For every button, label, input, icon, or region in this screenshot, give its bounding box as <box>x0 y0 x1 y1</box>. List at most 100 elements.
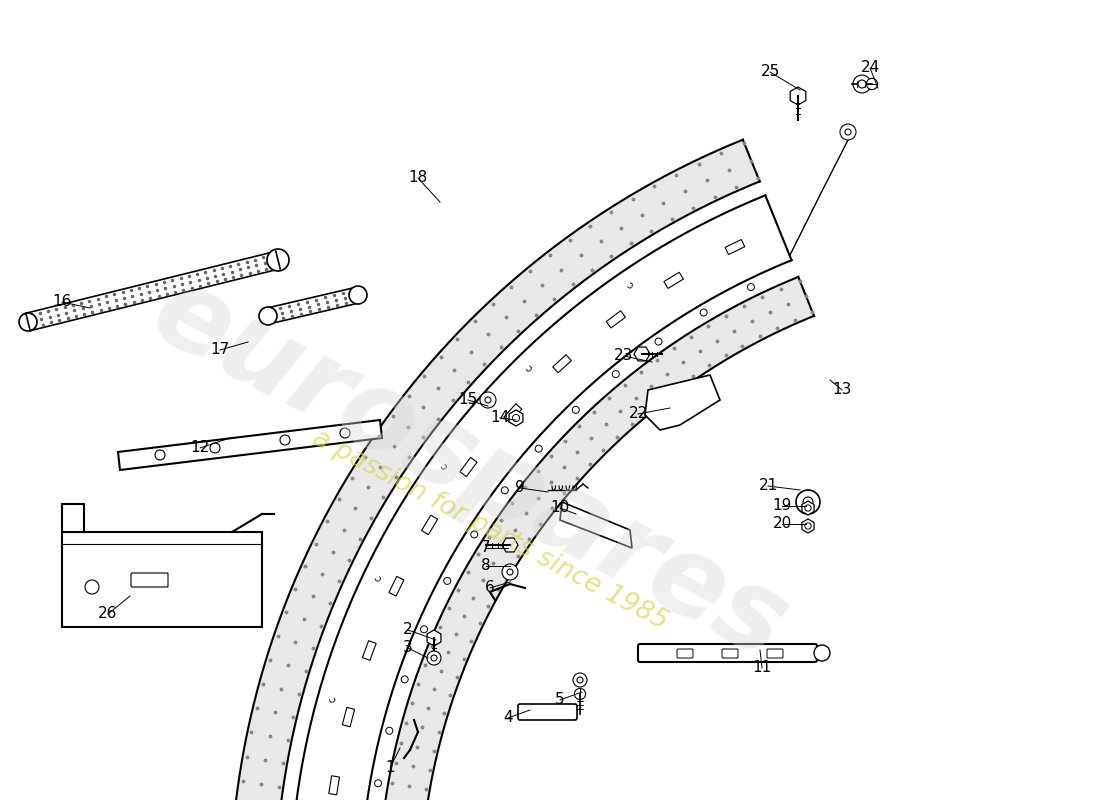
FancyBboxPatch shape <box>131 573 168 587</box>
Circle shape <box>513 414 519 422</box>
Text: 10: 10 <box>550 501 570 515</box>
FancyBboxPatch shape <box>722 649 738 658</box>
Circle shape <box>852 75 871 93</box>
FancyBboxPatch shape <box>518 704 578 720</box>
Circle shape <box>700 309 707 316</box>
Polygon shape <box>362 641 376 660</box>
Text: eurospares: eurospares <box>134 258 805 682</box>
Polygon shape <box>118 420 382 470</box>
Polygon shape <box>509 410 522 426</box>
Circle shape <box>613 370 619 378</box>
Text: 1: 1 <box>385 761 395 775</box>
Circle shape <box>572 406 580 414</box>
Polygon shape <box>725 239 745 254</box>
Polygon shape <box>504 404 521 422</box>
Circle shape <box>402 676 408 683</box>
Text: 6: 6 <box>485 581 495 595</box>
FancyBboxPatch shape <box>62 532 262 627</box>
Text: c: c <box>327 695 338 703</box>
Text: 22: 22 <box>628 406 648 422</box>
FancyBboxPatch shape <box>767 649 783 658</box>
Circle shape <box>427 651 441 665</box>
Circle shape <box>845 129 851 135</box>
Polygon shape <box>560 502 632 548</box>
Text: 7: 7 <box>481 541 491 555</box>
Circle shape <box>85 580 99 594</box>
Circle shape <box>375 780 382 786</box>
Text: 21: 21 <box>758 478 778 494</box>
Circle shape <box>386 727 393 734</box>
Text: 17: 17 <box>210 342 230 358</box>
Circle shape <box>507 569 513 575</box>
Text: 26: 26 <box>98 606 118 622</box>
Circle shape <box>867 78 878 90</box>
Text: c: c <box>625 278 636 290</box>
Polygon shape <box>802 501 814 515</box>
Circle shape <box>155 450 165 460</box>
Text: 3: 3 <box>403 641 412 655</box>
Circle shape <box>258 307 277 325</box>
Circle shape <box>805 505 811 511</box>
Text: c: c <box>525 362 535 372</box>
Circle shape <box>480 392 496 408</box>
Circle shape <box>536 445 542 452</box>
Text: c: c <box>439 461 450 470</box>
Polygon shape <box>427 630 441 646</box>
Circle shape <box>19 313 37 331</box>
Text: 24: 24 <box>860 61 880 75</box>
Polygon shape <box>634 347 650 361</box>
Polygon shape <box>230 140 760 800</box>
Circle shape <box>471 531 477 538</box>
Circle shape <box>485 397 491 403</box>
Circle shape <box>267 249 289 271</box>
Text: 9: 9 <box>515 481 525 495</box>
FancyBboxPatch shape <box>638 644 817 662</box>
Text: 5: 5 <box>556 693 564 707</box>
Text: 15: 15 <box>459 393 477 407</box>
FancyBboxPatch shape <box>676 649 693 658</box>
Polygon shape <box>460 458 477 477</box>
Text: 13: 13 <box>833 382 851 398</box>
Circle shape <box>420 626 428 633</box>
Polygon shape <box>552 354 571 373</box>
Text: 18: 18 <box>408 170 428 186</box>
Text: 8: 8 <box>481 558 491 574</box>
Text: 11: 11 <box>752 661 771 675</box>
Text: 14: 14 <box>491 410 509 426</box>
Text: 2: 2 <box>404 622 412 638</box>
Polygon shape <box>329 776 340 795</box>
Circle shape <box>349 286 367 304</box>
Circle shape <box>443 578 451 584</box>
Circle shape <box>654 338 662 345</box>
Circle shape <box>796 490 820 514</box>
Text: 12: 12 <box>190 441 210 455</box>
Polygon shape <box>790 87 806 105</box>
Circle shape <box>340 428 350 438</box>
Text: 4: 4 <box>503 710 513 726</box>
Polygon shape <box>645 375 720 430</box>
Circle shape <box>573 673 587 687</box>
Text: 25: 25 <box>760 65 780 79</box>
Polygon shape <box>664 272 683 289</box>
Polygon shape <box>606 310 626 328</box>
Circle shape <box>578 677 583 683</box>
Polygon shape <box>389 576 404 596</box>
Polygon shape <box>421 515 438 534</box>
Polygon shape <box>378 277 814 800</box>
FancyBboxPatch shape <box>62 504 84 532</box>
Circle shape <box>747 283 755 290</box>
Polygon shape <box>342 707 354 726</box>
Circle shape <box>502 487 508 494</box>
Text: a passion for parts since 1985: a passion for parts since 1985 <box>308 425 672 635</box>
Circle shape <box>858 80 866 88</box>
Text: c: c <box>373 573 384 582</box>
Polygon shape <box>802 519 814 533</box>
Circle shape <box>574 688 585 699</box>
Text: 23: 23 <box>614 349 634 363</box>
Circle shape <box>803 497 813 507</box>
Text: 16: 16 <box>53 294 72 310</box>
Circle shape <box>805 523 811 529</box>
Circle shape <box>431 655 437 661</box>
Circle shape <box>210 443 220 453</box>
Circle shape <box>840 124 856 140</box>
